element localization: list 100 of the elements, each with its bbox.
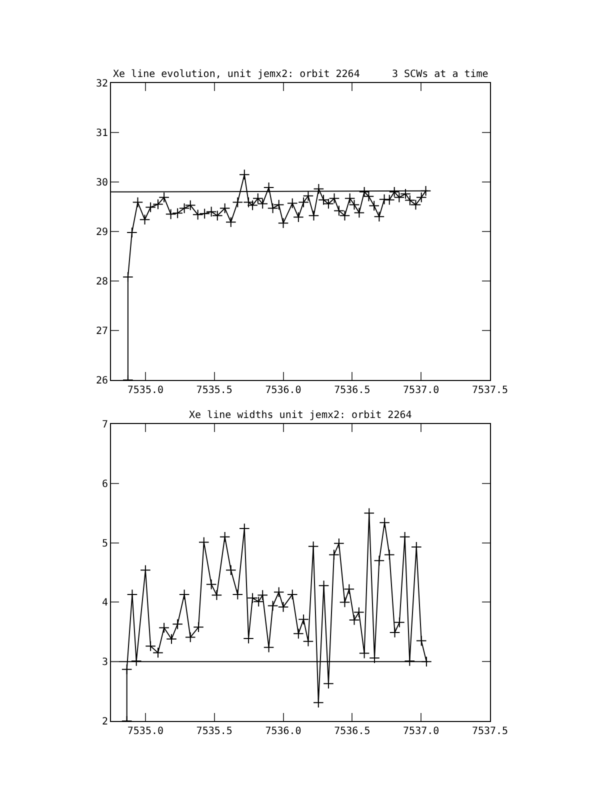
point	[219, 531, 230, 542]
point	[404, 656, 416, 666]
point	[243, 196, 254, 208]
point	[416, 192, 427, 203]
point	[302, 190, 314, 202]
point	[364, 508, 375, 519]
point	[267, 202, 278, 214]
point	[239, 169, 250, 180]
point	[334, 538, 344, 549]
point	[219, 202, 230, 214]
x-tick-label: 7536.0	[265, 726, 302, 737]
point	[184, 632, 196, 643]
point	[286, 198, 298, 209]
point	[313, 184, 324, 194]
point	[379, 517, 390, 528]
point	[166, 634, 177, 644]
point	[263, 182, 274, 193]
point	[313, 697, 324, 708]
point	[378, 194, 390, 205]
x-tick-label: 7537.5	[472, 726, 508, 737]
point	[420, 186, 432, 196]
x-tick-label: 7535.0	[127, 726, 164, 737]
point	[226, 564, 236, 576]
point	[132, 196, 144, 208]
point	[348, 614, 360, 626]
point	[232, 589, 244, 600]
point	[121, 664, 132, 675]
point	[389, 627, 400, 638]
x-tick-label: 7535.5	[196, 726, 232, 737]
chart-title: Xe line widths unit jemx2: orbit 2264	[189, 410, 412, 421]
x-tick-label: 7536.0	[265, 384, 302, 396]
point	[165, 208, 176, 220]
y-tick-label: 6	[102, 478, 108, 490]
y-tick-label: 28	[96, 276, 108, 288]
point	[257, 590, 268, 600]
point	[323, 678, 334, 689]
point	[232, 196, 244, 208]
y-tick-label: 7	[102, 420, 108, 431]
y-tick-label: 26	[96, 375, 108, 386]
point	[421, 656, 432, 667]
x-tick-label: 7535.5	[196, 384, 232, 396]
point	[139, 214, 150, 226]
x-tick-label: 7536.5	[334, 726, 370, 737]
point	[293, 212, 304, 223]
point	[158, 622, 170, 634]
point	[193, 622, 204, 633]
point	[411, 542, 422, 552]
point	[394, 617, 405, 628]
point	[199, 208, 210, 220]
point	[416, 635, 427, 646]
point	[172, 208, 183, 219]
point	[172, 618, 183, 630]
point	[184, 200, 196, 211]
point	[374, 555, 385, 566]
point	[339, 596, 350, 608]
point	[226, 216, 236, 228]
point	[126, 589, 138, 600]
point	[178, 202, 190, 214]
point	[308, 210, 320, 222]
point	[158, 192, 170, 203]
point	[130, 656, 142, 666]
point	[368, 200, 380, 212]
point	[126, 227, 138, 238]
point	[384, 549, 395, 560]
point	[384, 194, 395, 206]
y-tick-label: 27	[96, 326, 108, 337]
point	[278, 602, 289, 612]
y-tick-label: 30	[96, 178, 108, 188]
point	[267, 600, 278, 612]
point	[278, 218, 289, 228]
point	[273, 586, 284, 598]
x-tick-label: 7537.0	[403, 384, 440, 396]
point	[145, 640, 156, 652]
point	[308, 540, 319, 552]
chart-title: Xe line evolution, unit jemx2: orbit 2264	[113, 69, 360, 80]
y-tick-label: 2	[102, 716, 108, 728]
chart-subtitle: 3 SCWs at a time	[392, 69, 488, 80]
point	[358, 648, 370, 659]
point	[298, 196, 309, 208]
y-tick-label: 31	[96, 128, 108, 139]
point	[354, 207, 365, 218]
point	[354, 606, 364, 618]
point	[192, 209, 204, 220]
point	[344, 584, 355, 595]
point	[178, 589, 190, 600]
point	[145, 202, 156, 213]
point	[374, 211, 385, 222]
x-tick-label: 7535.0	[127, 384, 164, 396]
y-tick-label: 4	[102, 598, 108, 609]
point	[247, 200, 258, 211]
point	[273, 199, 284, 210]
x-tick-label: 7537.0	[403, 726, 440, 737]
y-tick-label: 5	[102, 538, 108, 550]
x-tick-label: 7537.5	[472, 384, 508, 396]
point	[328, 192, 340, 204]
point	[399, 531, 410, 542]
point	[293, 628, 304, 640]
point	[318, 580, 330, 591]
y-tick-label: 29	[96, 226, 108, 238]
point	[122, 272, 134, 282]
